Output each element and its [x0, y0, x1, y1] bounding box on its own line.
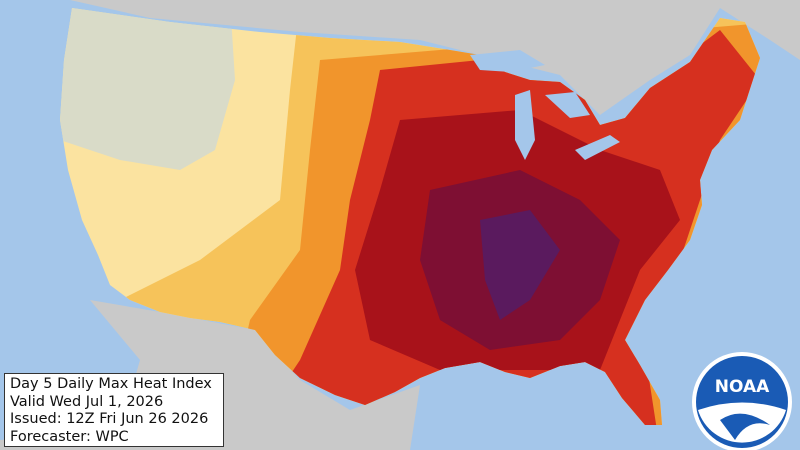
noaa-logo: NOAA: [692, 352, 792, 450]
forecaster: Forecaster: WPC: [10, 428, 129, 445]
map-title: Day 5 Daily Max Heat Index: [10, 376, 212, 392]
zone-cool: [60, 8, 235, 170]
zone-purple: [480, 210, 560, 320]
info-box: Day 5 Daily Max Heat Index Valid Wed Jul…: [4, 373, 224, 447]
valid-date: Valid Wed Jul 1, 2026: [10, 393, 164, 410]
great-lakes: [470, 50, 620, 160]
logo-gull: [720, 413, 770, 440]
issued-date: Issued: 12Z Fri Jun 26 2026: [10, 411, 209, 427]
logo-text: NOAA: [715, 377, 770, 397]
canada: [0, 0, 800, 115]
